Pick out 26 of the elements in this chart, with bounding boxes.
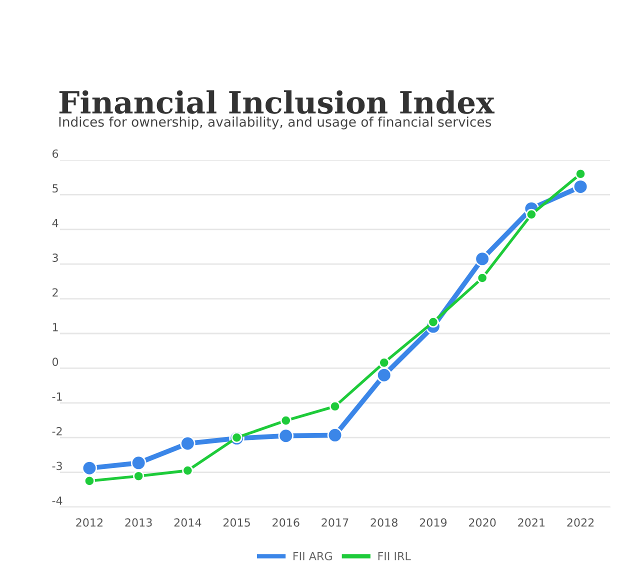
x-tick-label: 2015 bbox=[223, 518, 250, 527]
y-tick-label: 6 bbox=[52, 149, 58, 158]
y-tick-label: 2 bbox=[52, 288, 58, 296]
chart-title: Financial Inclusion Index bbox=[59, 90, 495, 114]
y-tick-label: 4 bbox=[52, 218, 58, 228]
x-tick-label: 2013 bbox=[125, 518, 152, 527]
x-tick-label: 2016 bbox=[272, 518, 300, 527]
y-tick-label: 1 bbox=[52, 323, 58, 332]
chart-subtitle: Indices for ownership, availability, and usage of financial services bbox=[59, 116, 492, 130]
y-tick-label: 3 bbox=[52, 254, 58, 262]
x-tick-label: 2022 bbox=[567, 518, 594, 527]
x-tick-label: 2012 bbox=[76, 518, 102, 527]
y-tick-label: -2 bbox=[52, 427, 62, 436]
legend-label: FII ARG bbox=[293, 552, 332, 560]
x-tick-label: 2020 bbox=[468, 518, 496, 527]
x-tick-label: 2019 bbox=[420, 518, 447, 527]
y-tick-label: 5 bbox=[52, 184, 58, 193]
x-tick-label: 2017 bbox=[322, 518, 348, 527]
x-tick-label: 2021 bbox=[518, 518, 545, 527]
y-tick-label: -3 bbox=[52, 462, 62, 470]
y-tick-label: -1 bbox=[52, 392, 62, 401]
y-tick-label: -4 bbox=[52, 496, 62, 505]
x-tick-label: 2014 bbox=[174, 518, 202, 527]
y-tick-label: 0 bbox=[52, 358, 58, 366]
x-tick-label: 2018 bbox=[370, 518, 398, 527]
legend-label: FII IRL bbox=[378, 552, 411, 560]
